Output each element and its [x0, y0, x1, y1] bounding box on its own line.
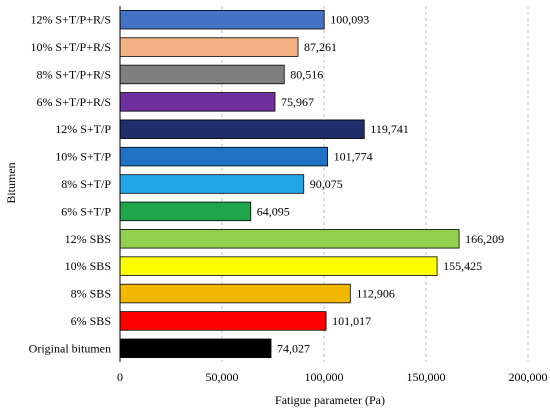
y-category-label: Original bitumen: [29, 341, 111, 355]
bar-value-label: 100,093: [330, 13, 369, 27]
bar-value-label: 112,906: [356, 287, 395, 301]
y-category-label: 8% SBS: [71, 287, 111, 301]
y-category-label: 10% SBS: [65, 259, 111, 273]
bar: [119, 229, 460, 249]
data-labels: 100,093 87,261 80,516 75,967 119,741 101,774 9…: [257, 13, 504, 356]
x-tick-label: 150,000: [407, 370, 446, 384]
bar-series: [119, 9, 460, 359]
bar-value-label: 64,095: [257, 204, 290, 218]
y-category-label: 8% S+T/P: [61, 177, 111, 191]
bar: [119, 92, 276, 112]
y-category-label: 12% S+T/P: [55, 122, 111, 136]
x-tick-label: 100,000: [305, 370, 344, 384]
bar-value-label: 101,774: [334, 150, 373, 164]
y-category-label: 8% S+T/P+R/S: [36, 67, 111, 81]
bar-value-label: 155,425: [443, 259, 482, 273]
x-tick-label: 0: [117, 370, 123, 384]
x-tick-label: 50,000: [206, 370, 239, 384]
y-category-label: 10% S+T/P: [55, 150, 111, 164]
y-axis-title: Bitumen: [4, 162, 18, 203]
bar: [119, 37, 299, 57]
bar: [119, 119, 365, 139]
bar-value-label: 75,967: [281, 95, 314, 109]
bar-value-label: 74,027: [277, 341, 310, 355]
y-category-label: 10% S+T/P+R/S: [30, 40, 111, 54]
bar: [119, 256, 438, 276]
bar: [119, 9, 325, 30]
y-category-label: 12% SBS: [65, 232, 111, 246]
y-category-label: 6% S+T/P: [61, 204, 111, 218]
bar: [119, 338, 272, 359]
bar: [119, 283, 351, 304]
y-category-label: 6% S+T/P+R/S: [36, 95, 111, 109]
bar-value-label: 90,075: [310, 177, 343, 191]
bar: [119, 311, 327, 331]
y-category-label: 6% SBS: [71, 314, 111, 328]
bar: [119, 201, 252, 222]
bar-value-label: 119,741: [370, 122, 409, 136]
x-tick-labels: 0 50,000 100,000 150,000 200,000: [117, 370, 548, 384]
bar-value-label: 101,017: [332, 314, 371, 328]
bar: [119, 146, 329, 167]
bar-value-label: 166,209: [465, 232, 504, 246]
bar: [119, 64, 285, 85]
y-category-labels: 12% S+T/P+R/S 10% S+T/P+R/S 8% S+T/P+R/S 6%…: [29, 13, 112, 356]
x-tick-label: 200,000: [509, 370, 548, 384]
bar-value-label: 80,516: [290, 67, 323, 81]
y-category-label: 12% S+T/P+R/S: [30, 13, 111, 27]
bar: [119, 174, 305, 194]
bar-value-label: 87,261: [304, 40, 337, 54]
x-axis-title: Fatigue parameter (Pa): [275, 393, 385, 407]
